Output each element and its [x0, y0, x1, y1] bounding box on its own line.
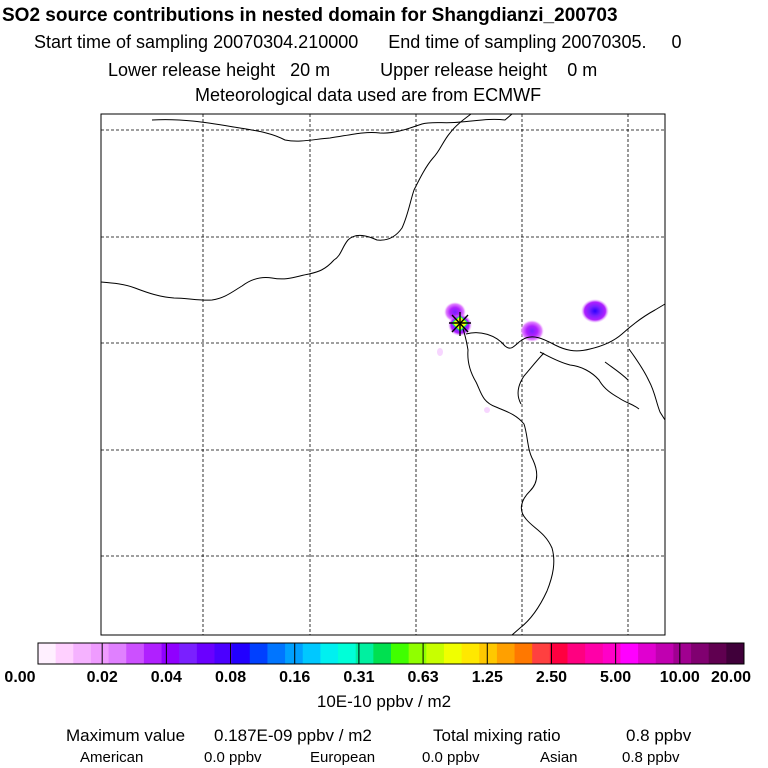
colorbar-cell [443, 643, 463, 664]
colorbar-cell [549, 643, 568, 664]
sampling-times: Start time of sampling 20070304.210000 E… [34, 32, 768, 53]
lower-label: Lower release height [108, 60, 276, 80]
colorbar-tick-label: 0.00 [4, 669, 36, 686]
total-label: Total mixing ratio [433, 726, 561, 745]
colorbar-cell [691, 643, 710, 664]
page-title: SO2 source contributions in nested domai… [2, 5, 618, 26]
american-value: 0.0 ppbv [204, 749, 262, 766]
asterisk-icon [449, 312, 471, 336]
start-label: Start time of sampling [34, 32, 209, 52]
colorbar-cell [726, 643, 745, 664]
colorbar-cell [585, 643, 604, 664]
colorbar-tick-label: 20.00 [710, 669, 752, 686]
lower-value: 20 m [290, 60, 331, 80]
colorbar-cell [408, 643, 427, 664]
american-label: American [80, 749, 144, 766]
colorbar-cell [426, 643, 445, 664]
colorbar-cell [602, 643, 621, 664]
coast-plume [520, 320, 544, 342]
colorbar-cell [532, 643, 551, 664]
colorbar-cell [655, 643, 674, 664]
colorbar-unit: 10E-10 ppbv / m2 [316, 692, 452, 711]
end-value: 20070305. [561, 32, 647, 52]
colorbar-tick-label: 0.16 [279, 669, 311, 686]
colorbar-tick-label: 1.25 [471, 669, 503, 686]
colorbar-cell [214, 643, 233, 664]
start-value: 20070304.210000 [213, 32, 359, 52]
colorbar-cell [620, 643, 639, 664]
colorbar-tick-label: 0.31 [343, 669, 375, 686]
end-label: End time of sampling [388, 32, 557, 52]
colorbar-cell [267, 643, 286, 664]
colorbar-cell [108, 643, 127, 664]
colorbar-cell [355, 643, 374, 664]
colorbar-cell [73, 643, 92, 664]
asian-value: 0.8 ppbv [622, 749, 680, 766]
colorbar-tick-label: 0.04 [150, 669, 182, 686]
release-heights: Lower release height 20 m Upper release … [108, 60, 768, 81]
asian-label: Asian [540, 749, 578, 766]
map-frame [100, 113, 666, 636]
colorbar-cell [232, 643, 251, 664]
colorbar-tick-label: 0.08 [214, 669, 247, 686]
colorbar-cell [302, 643, 321, 664]
faint-speck [484, 407, 490, 413]
upper-label: Upper release height [380, 60, 548, 80]
colorbar-cell [249, 643, 268, 664]
faint-speck [437, 348, 443, 356]
met-data-note: Meteorological data used are from ECMWF [195, 85, 542, 105]
upper-value: 0 m [567, 60, 598, 80]
colorbar-cell [708, 643, 727, 664]
colorbar-cell [338, 643, 357, 664]
colorbar-cell [514, 643, 533, 664]
colorbar-tick-label: 0.02 [86, 669, 118, 686]
colorbar-tick-label: 5.00 [600, 669, 632, 686]
colorbar-cell [143, 643, 163, 664]
colorbar-cell [285, 643, 304, 664]
max-value: 0.187E-09 ppbv / m2 [214, 726, 372, 745]
total-value: 0.8 ppbv [626, 726, 692, 745]
colorbar-cell [90, 643, 110, 664]
max-label: Maximum value [66, 726, 186, 745]
european-value: 0.0 ppbv [422, 749, 480, 766]
colorbar-cell [196, 643, 215, 664]
european-label: European [310, 749, 376, 766]
colorbar-cell [496, 643, 516, 664]
colorbar-cell [479, 643, 498, 664]
east-plume [581, 299, 609, 323]
colorbar-frame [37, 642, 745, 665]
colorbar-cell [38, 643, 57, 664]
colorbar-cell [126, 643, 145, 664]
colorbar-cell [638, 643, 657, 664]
colorbar-cell [179, 643, 198, 664]
colorbar-cell [373, 643, 392, 664]
coastlines [100, 113, 666, 636]
colorbar-tick-label: 0.63 [407, 669, 439, 686]
colorbar-cell [391, 643, 410, 664]
colorbar-cell [673, 643, 692, 664]
colorbar-tick-label: 2.50 [535, 669, 568, 686]
lat-lon-grid [101, 114, 665, 635]
colorbar-cell [567, 643, 586, 664]
colorbar-cell [55, 643, 74, 664]
end-value-2: 0 [671, 32, 682, 52]
colorbar-cell [461, 643, 480, 664]
colorbar-cell [320, 643, 339, 664]
colorbar-cell [161, 643, 180, 664]
colorbar-tick-label: 10.00 [659, 669, 700, 686]
